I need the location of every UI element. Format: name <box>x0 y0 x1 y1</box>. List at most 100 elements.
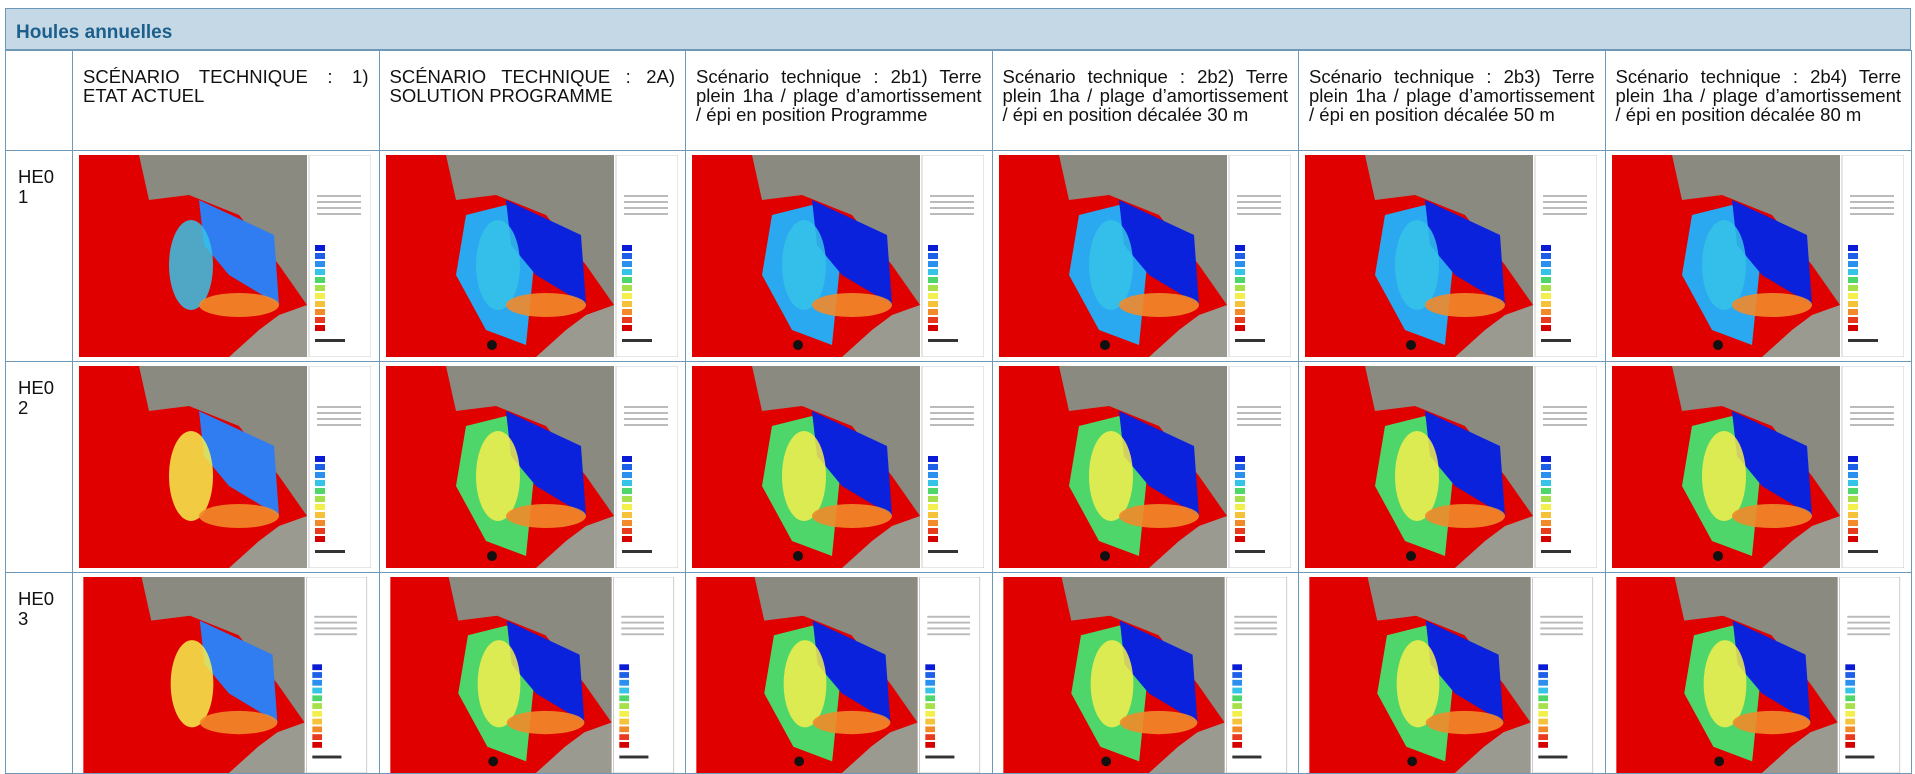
wave-zone <box>1702 431 1746 521</box>
legend-swatch <box>928 253 938 259</box>
results-table: SCÉNARIO TECHNIQUE : 1) ETAT ACTUELSCÉNA… <box>5 50 1912 774</box>
legend-swatch <box>1541 245 1551 251</box>
legend-swatch <box>1848 464 1858 470</box>
corner-cell <box>6 51 73 151</box>
legend-swatch <box>1232 703 1242 709</box>
legend-swatch <box>315 253 325 259</box>
scale-bar <box>1848 339 1878 342</box>
scale-bar <box>1235 550 1265 553</box>
map-cell <box>992 573 1299 774</box>
wave-zone <box>782 431 826 521</box>
legend-text-line <box>1543 424 1587 426</box>
legend-swatch <box>1848 480 1858 486</box>
legend-swatch <box>928 269 938 275</box>
legend-swatch <box>1235 520 1245 526</box>
legend-swatch <box>1845 703 1855 709</box>
wave-zone <box>1425 293 1505 317</box>
legend-swatch <box>1538 664 1548 670</box>
map-image <box>1305 155 1597 357</box>
legend-swatch <box>1541 309 1551 315</box>
breakwater-head <box>1407 757 1417 767</box>
row-header: HE02 <box>6 362 73 573</box>
legend-text-line <box>927 616 970 618</box>
breakwater-head <box>1713 340 1723 350</box>
legend-swatch <box>1538 726 1548 732</box>
legend-swatch <box>1235 325 1245 331</box>
legend-swatch <box>622 496 632 502</box>
legend-swatch <box>928 309 938 315</box>
legend-swatch <box>1235 464 1245 470</box>
map-image <box>1305 577 1597 773</box>
legend-swatch <box>1848 472 1858 478</box>
legend-swatch <box>1538 719 1548 725</box>
map-cell <box>686 362 993 573</box>
wave-zone <box>812 504 892 528</box>
legend-text-line <box>927 622 970 624</box>
legend-text-line <box>1543 406 1587 408</box>
legend-text-line <box>624 424 668 426</box>
map-cell <box>73 151 380 362</box>
legend-swatch <box>1848 325 1858 331</box>
legend-swatch <box>1848 285 1858 291</box>
legend-swatch <box>1845 695 1855 701</box>
legend-swatch <box>1848 301 1858 307</box>
wave-zone <box>199 504 279 528</box>
legend-swatch <box>928 325 938 331</box>
wave-zone <box>1119 711 1197 734</box>
legend-swatch <box>1235 301 1245 307</box>
legend-text-line <box>1543 213 1587 215</box>
legend-swatch <box>928 285 938 291</box>
scale-bar <box>928 339 958 342</box>
legend-swatch <box>315 261 325 267</box>
legend-swatch <box>622 317 632 323</box>
legend-swatch <box>619 703 629 709</box>
legend-swatch <box>1541 536 1551 542</box>
legend-text-line <box>1237 213 1281 215</box>
legend-swatch <box>928 293 938 299</box>
wave-zone <box>1395 431 1439 521</box>
legend-text-line <box>624 207 668 209</box>
legend-swatch <box>1235 472 1245 478</box>
legend-swatch <box>622 309 632 315</box>
wave-zone <box>1397 640 1440 727</box>
legend-text-line <box>624 195 668 197</box>
legend-swatch <box>1235 293 1245 299</box>
column-header: SCÉNARIO TECHNIQUE : 1) ETAT ACTUEL <box>73 51 380 151</box>
legend-swatch <box>1235 309 1245 315</box>
legend-swatch <box>1235 480 1245 486</box>
legend-swatch <box>1848 245 1858 251</box>
legend-swatch <box>315 536 325 542</box>
wave-zone <box>477 640 520 727</box>
legend-swatch <box>1848 488 1858 494</box>
legend-swatch <box>1232 695 1242 701</box>
legend-swatch <box>1232 719 1242 725</box>
legend-swatch <box>1538 703 1548 709</box>
legend-swatch <box>1845 672 1855 678</box>
legend-swatch <box>1845 688 1855 694</box>
legend-swatch <box>1235 277 1245 283</box>
legend-swatch <box>925 664 935 670</box>
legend-swatch <box>622 504 632 510</box>
legend-swatch <box>1845 719 1855 725</box>
legend-text-line <box>1237 195 1281 197</box>
legend-swatch <box>1235 488 1245 494</box>
legend-swatch <box>1848 536 1858 542</box>
legend-swatch <box>315 325 325 331</box>
breakwater-head <box>487 551 497 561</box>
legend-swatch <box>1538 734 1548 740</box>
column-header: Scénario technique : 2b2) Terre plein 1h… <box>992 51 1299 151</box>
legend-swatch <box>622 512 632 518</box>
map-cell <box>1605 362 1912 573</box>
legend-swatch <box>1845 664 1855 670</box>
legend-swatch <box>1848 261 1858 267</box>
legend-swatch <box>925 688 935 694</box>
legend-text-line <box>1847 616 1890 618</box>
legend-text-line <box>1543 195 1587 197</box>
column-header: SCÉNARIO TECHNIQUE : 2A) SOLUTION PROGRA… <box>379 51 686 151</box>
legend-text-line <box>621 616 664 618</box>
legend-swatch <box>619 719 629 725</box>
wave-zone <box>813 711 891 734</box>
legend-swatch <box>1538 688 1548 694</box>
legend-text-line <box>1850 195 1894 197</box>
legend-text-line <box>930 418 974 420</box>
